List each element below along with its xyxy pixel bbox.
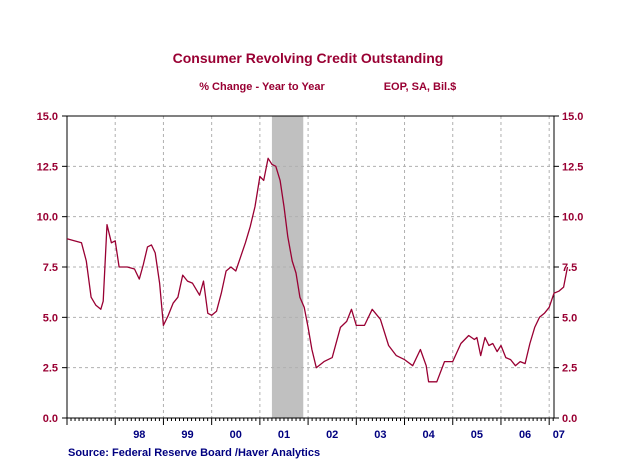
x-tick-label: 98: [133, 429, 145, 441]
y-tick-label-left: 12.5: [37, 161, 58, 173]
y-tick-label-left: 7.5: [43, 262, 58, 274]
recession-band: [271, 116, 304, 418]
y-tick-label-left: 5.0: [43, 312, 58, 324]
y-tick-label-right: 12.5: [562, 161, 583, 173]
source-note: Source: Federal Reserve Board /Haver Ana…: [68, 447, 320, 459]
x-tick-label: 00: [230, 429, 242, 441]
y-tick-label-right: 2.5: [562, 363, 577, 375]
y-tick-label-right: 10.0: [562, 212, 583, 224]
y-tick-label-left: 10.0: [37, 212, 58, 224]
x-tick-label: 01: [278, 429, 290, 441]
chart-subtitle-left: % Change - Year to Year: [199, 81, 325, 93]
x-tick-label: 99: [181, 429, 193, 441]
chart-title: Consumer Revolving Credit Outstanding: [173, 50, 444, 66]
x-tick-label: 07: [553, 429, 565, 441]
y-tick-label-right: 5.0: [562, 312, 577, 324]
chart-subtitle-right: EOP, SA, Bil.$: [384, 81, 457, 93]
x-tick-label: 04: [423, 429, 436, 441]
y-tick-label-right: 0.0: [562, 413, 577, 425]
y-tick-label-right: 15.0: [562, 111, 583, 123]
x-tick-label: 02: [326, 429, 338, 441]
x-tick-label: 05: [471, 429, 483, 441]
y-tick-label-left: 15.0: [37, 111, 58, 123]
x-tick-label: 06: [519, 429, 531, 441]
y-tick-label-left: 0.0: [43, 413, 58, 425]
y-tick-label-right: 7.5: [562, 262, 577, 274]
y-tick-label-left: 2.5: [43, 363, 58, 375]
series-line: [66, 157, 569, 383]
x-tick-label: 03: [374, 429, 386, 441]
